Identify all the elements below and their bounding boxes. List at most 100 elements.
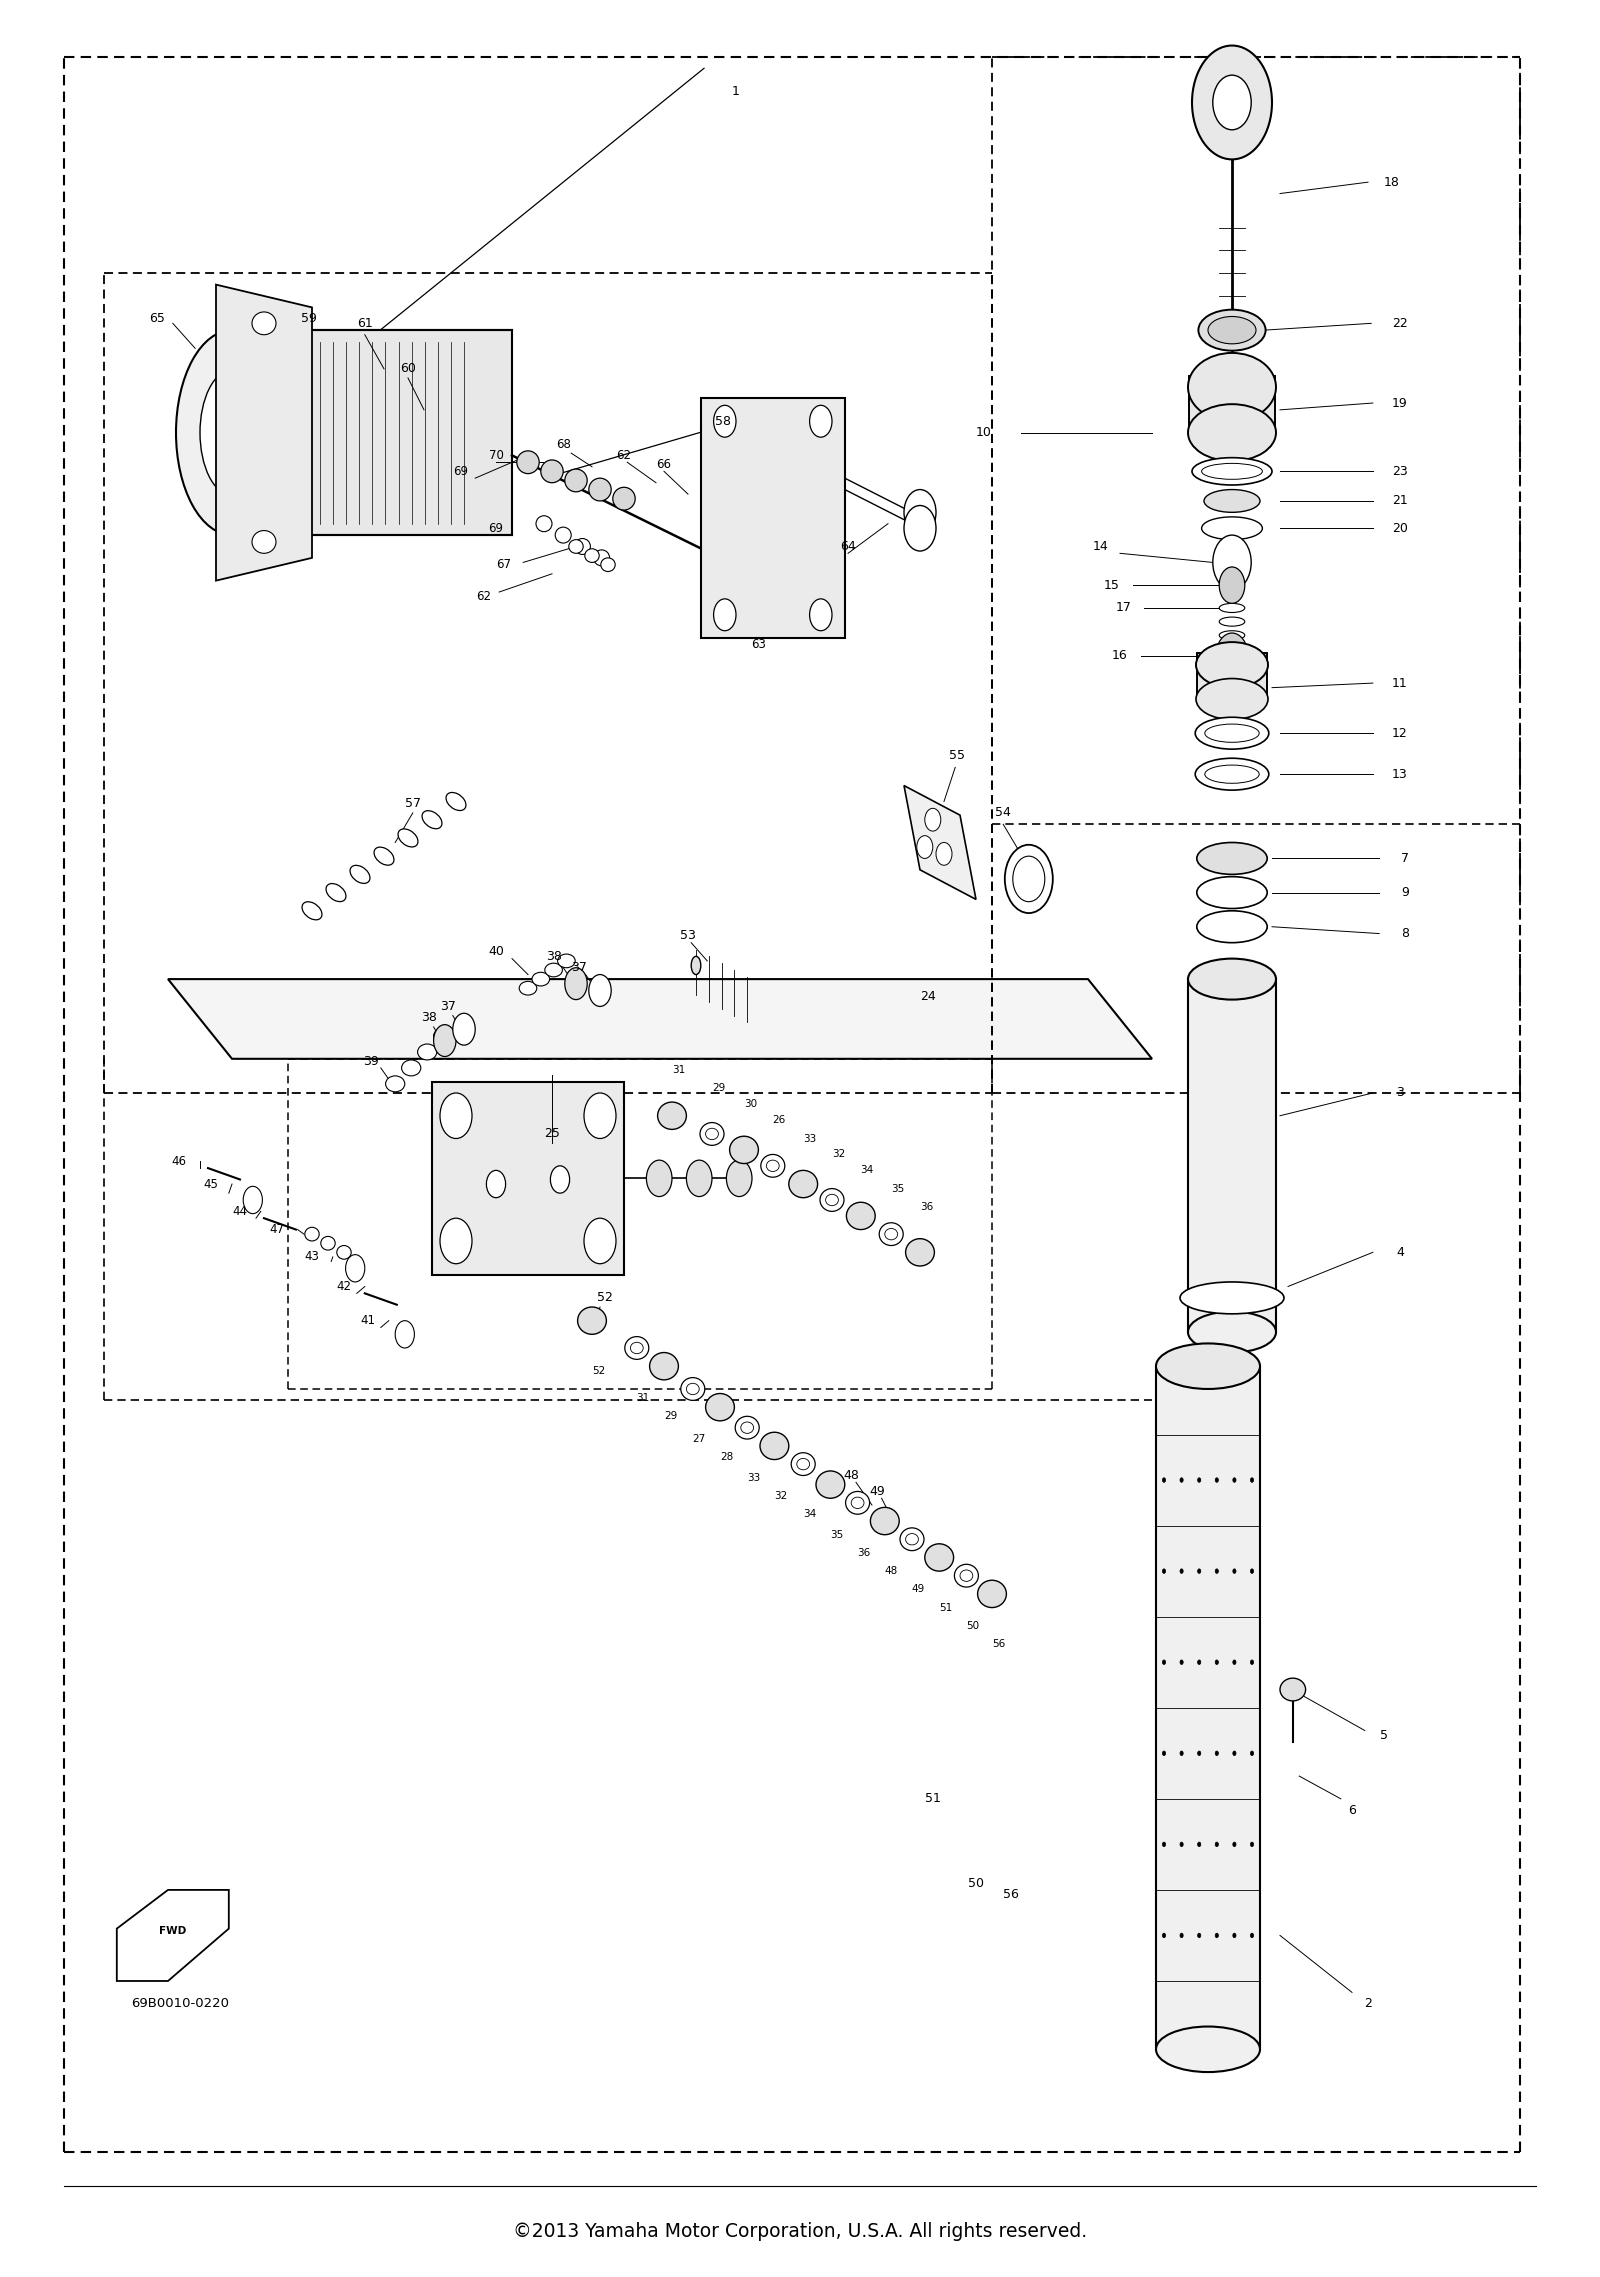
Ellipse shape: [792, 1453, 816, 1475]
Bar: [1189, 376, 1275, 433]
Text: 62: 62: [616, 449, 632, 462]
Bar: [304, 330, 512, 535]
Text: 30: 30: [744, 1100, 757, 1109]
Circle shape: [1181, 1751, 1184, 1756]
Text: 31: 31: [672, 1066, 685, 1075]
Ellipse shape: [1187, 959, 1277, 1000]
Ellipse shape: [880, 1223, 902, 1246]
Ellipse shape: [374, 847, 394, 865]
Circle shape: [1197, 1660, 1200, 1664]
Text: 21: 21: [1392, 494, 1408, 508]
Ellipse shape: [1219, 631, 1245, 640]
Ellipse shape: [1205, 490, 1261, 512]
Circle shape: [810, 599, 832, 631]
Bar: [1187, 979, 1277, 1332]
Text: 48: 48: [843, 1469, 859, 1482]
Ellipse shape: [1197, 642, 1267, 688]
Ellipse shape: [536, 515, 552, 531]
Text: 51: 51: [939, 1603, 952, 1612]
Ellipse shape: [885, 1227, 898, 1239]
Ellipse shape: [741, 1421, 754, 1435]
Ellipse shape: [1197, 911, 1267, 943]
Circle shape: [1181, 1478, 1184, 1482]
Ellipse shape: [544, 963, 563, 977]
Circle shape: [1219, 567, 1245, 603]
Text: 59: 59: [301, 312, 317, 326]
Text: 13: 13: [1392, 767, 1408, 781]
Text: 4: 4: [1397, 1246, 1403, 1259]
Ellipse shape: [570, 540, 584, 553]
Ellipse shape: [602, 558, 616, 572]
Circle shape: [1197, 1569, 1200, 1573]
Ellipse shape: [797, 1457, 810, 1471]
Circle shape: [714, 405, 736, 437]
Circle shape: [1216, 633, 1248, 679]
Ellipse shape: [906, 1239, 934, 1266]
Text: 65: 65: [149, 312, 165, 326]
Ellipse shape: [1219, 617, 1245, 626]
Ellipse shape: [1219, 644, 1245, 653]
Ellipse shape: [686, 1382, 699, 1394]
Ellipse shape: [586, 549, 600, 562]
Text: 1: 1: [733, 84, 739, 98]
Ellipse shape: [978, 1580, 1006, 1608]
Circle shape: [589, 975, 611, 1006]
Text: 48: 48: [885, 1567, 898, 1576]
Circle shape: [243, 1186, 262, 1214]
Circle shape: [1197, 1751, 1200, 1756]
Ellipse shape: [1187, 1312, 1277, 1353]
Ellipse shape: [819, 1189, 845, 1211]
Text: 16: 16: [1112, 649, 1128, 663]
Text: 2: 2: [1365, 1997, 1371, 2011]
Ellipse shape: [691, 956, 701, 975]
Circle shape: [1197, 1842, 1200, 1847]
Ellipse shape: [402, 1061, 421, 1075]
Text: 11: 11: [1392, 676, 1408, 690]
Ellipse shape: [589, 478, 611, 501]
Text: 14: 14: [1093, 540, 1109, 553]
Ellipse shape: [326, 883, 346, 902]
Circle shape: [936, 842, 952, 865]
Text: 47: 47: [269, 1223, 285, 1236]
Circle shape: [1181, 1842, 1184, 1847]
Ellipse shape: [701, 1123, 723, 1145]
Ellipse shape: [925, 1544, 954, 1571]
Ellipse shape: [446, 792, 466, 811]
Bar: [1197, 653, 1267, 699]
Text: 61: 61: [357, 317, 373, 330]
Ellipse shape: [565, 469, 587, 492]
Ellipse shape: [251, 312, 277, 335]
Ellipse shape: [1198, 310, 1266, 351]
Ellipse shape: [304, 1227, 320, 1241]
Text: 45: 45: [203, 1177, 219, 1191]
Circle shape: [904, 505, 936, 551]
Ellipse shape: [630, 1343, 643, 1353]
Ellipse shape: [789, 1170, 818, 1198]
Circle shape: [1197, 1933, 1200, 1938]
Circle shape: [917, 836, 933, 858]
Ellipse shape: [1013, 856, 1045, 902]
Text: 33: 33: [747, 1473, 760, 1482]
Text: 54: 54: [995, 806, 1011, 820]
Ellipse shape: [1280, 1678, 1306, 1701]
Circle shape: [1197, 1478, 1200, 1482]
Text: 25: 25: [544, 1127, 560, 1141]
Text: 69B0010-0220: 69B0010-0220: [131, 1997, 229, 2011]
Ellipse shape: [1219, 603, 1245, 613]
Circle shape: [904, 490, 936, 535]
Text: 68: 68: [555, 437, 571, 451]
Ellipse shape: [1197, 877, 1267, 909]
Text: 24: 24: [920, 990, 936, 1004]
Text: 17: 17: [1115, 601, 1131, 615]
Text: 18: 18: [1384, 175, 1400, 189]
Circle shape: [1181, 1933, 1184, 1938]
Text: 35: 35: [891, 1184, 904, 1193]
Ellipse shape: [960, 1571, 973, 1580]
Text: 32: 32: [832, 1150, 845, 1159]
Circle shape: [726, 1161, 752, 1198]
Text: 9: 9: [1402, 886, 1408, 899]
Ellipse shape: [613, 487, 635, 510]
Circle shape: [1251, 1660, 1254, 1664]
Ellipse shape: [766, 1159, 779, 1173]
Circle shape: [486, 1170, 506, 1198]
